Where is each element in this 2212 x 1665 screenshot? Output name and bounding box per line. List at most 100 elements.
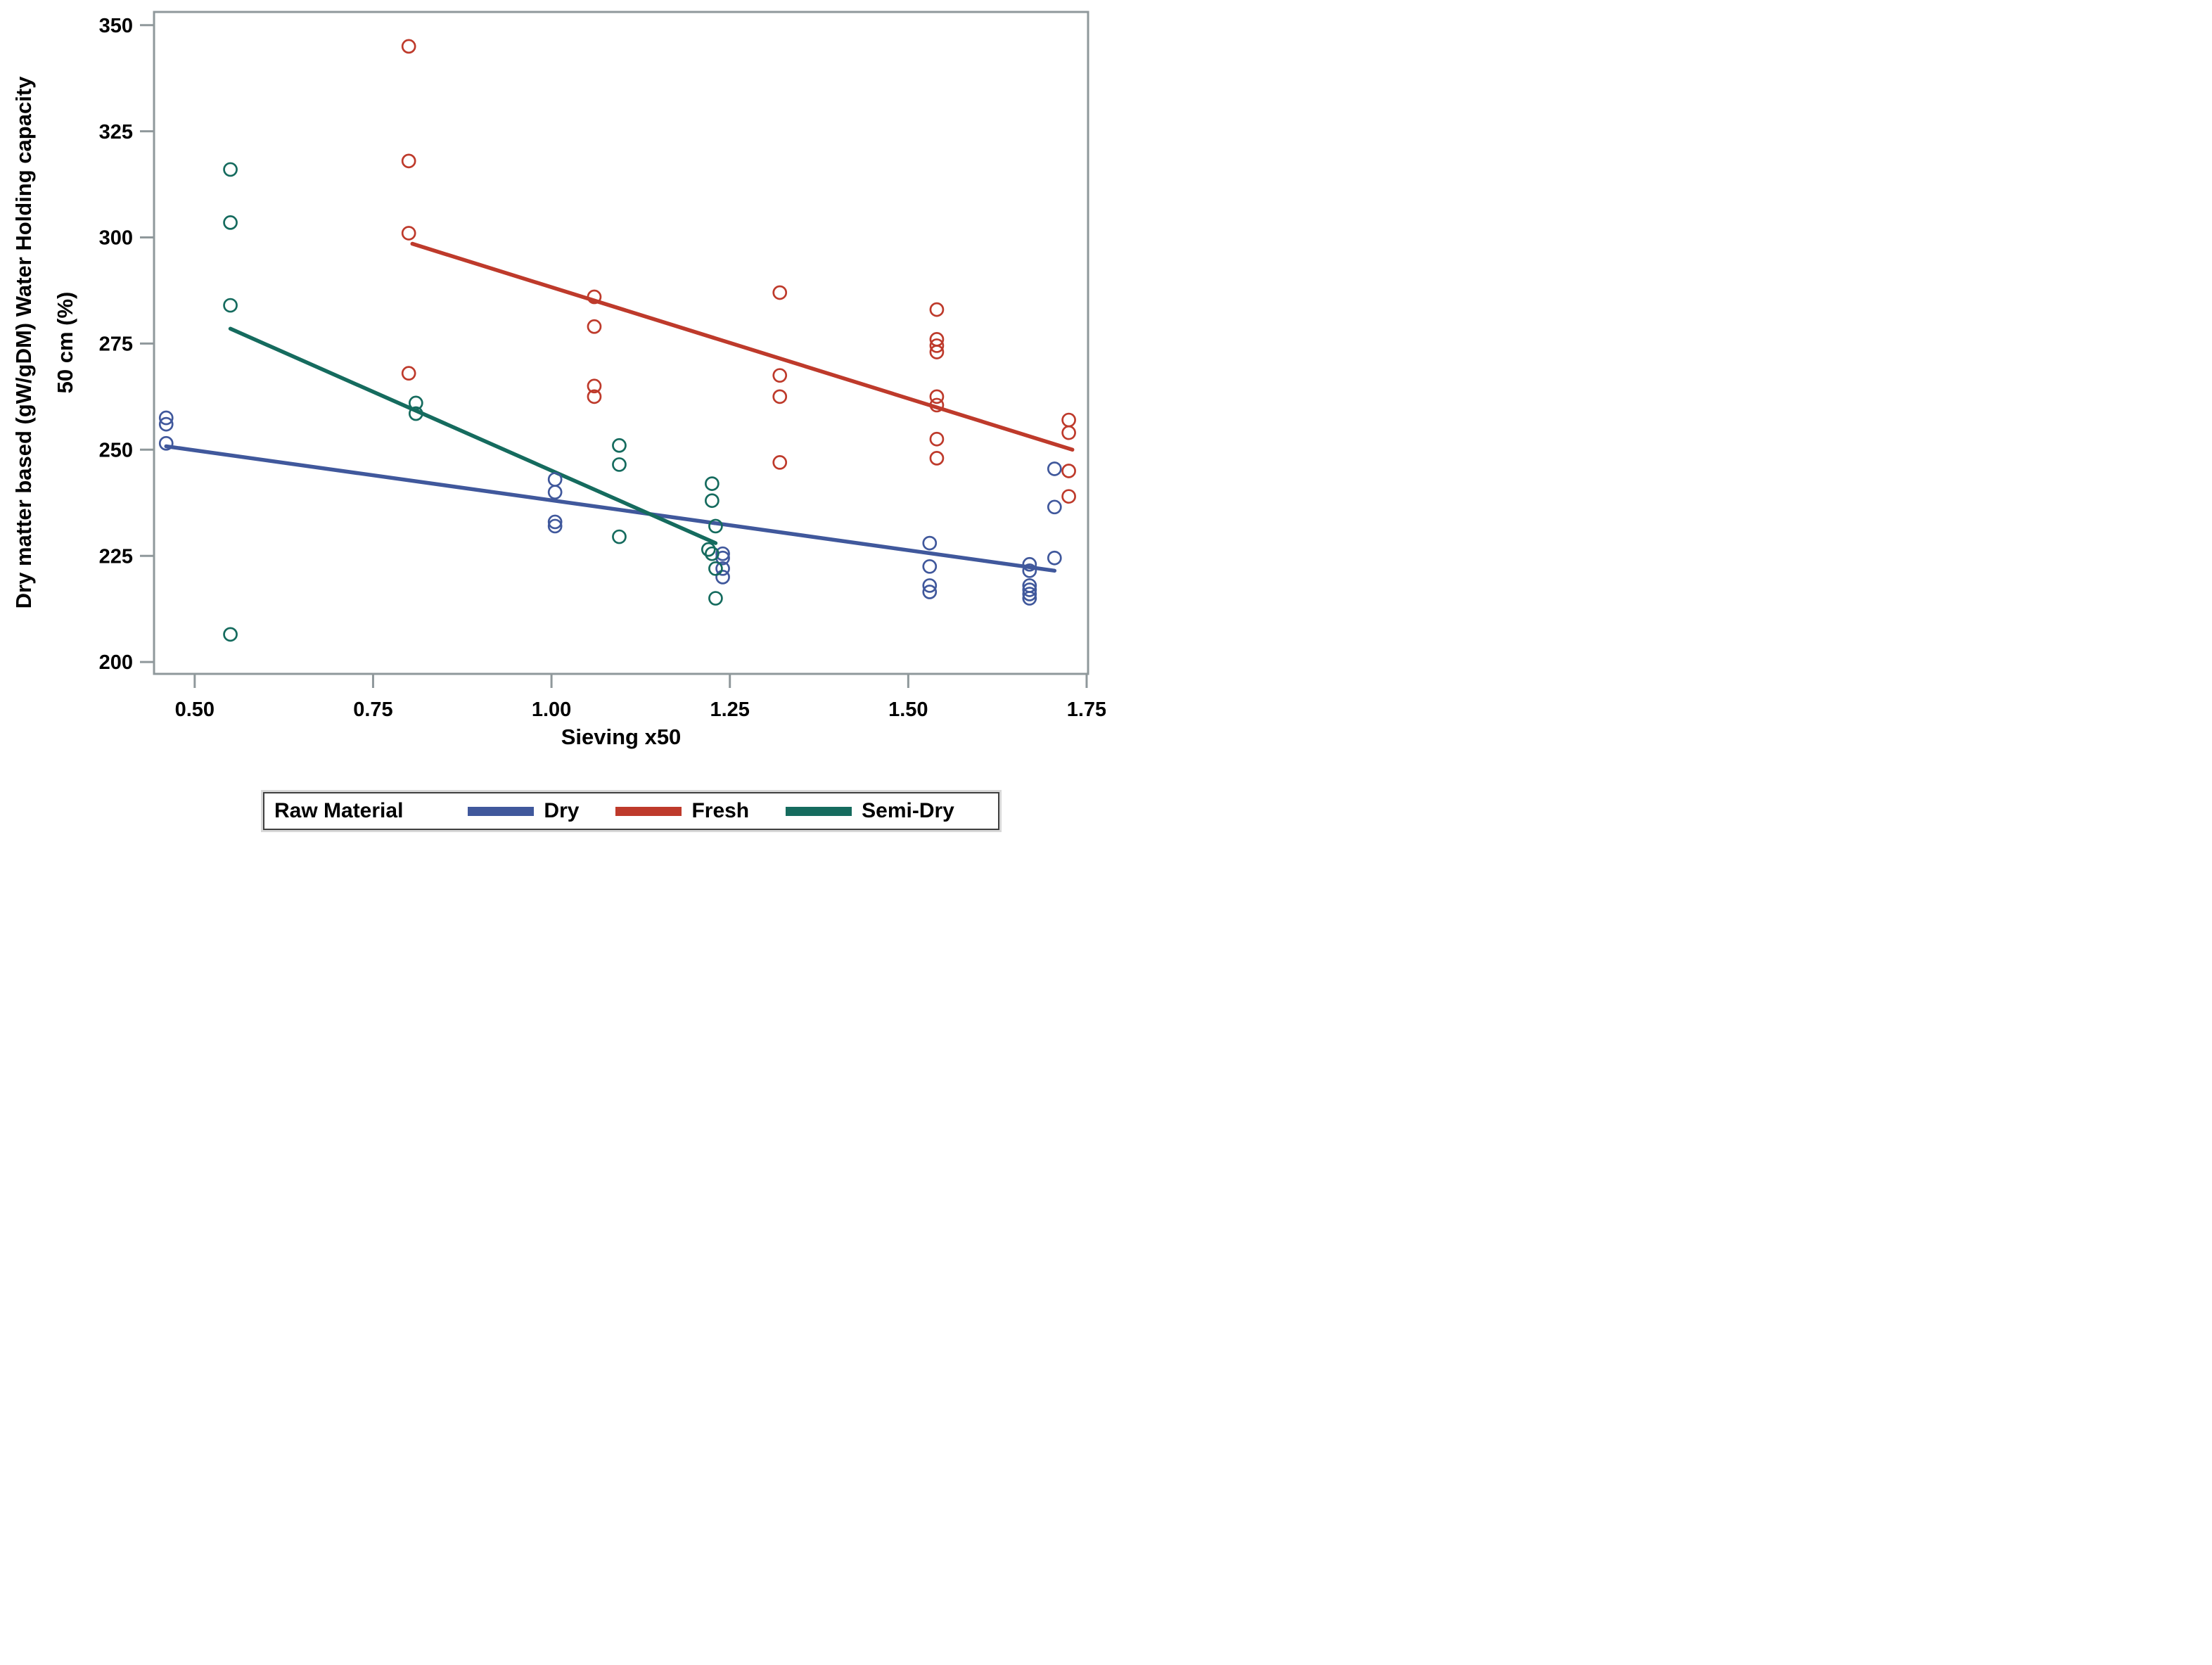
data-point-dry — [922, 578, 938, 593]
data-point-dry — [922, 585, 938, 599]
data-point-dry — [715, 570, 730, 585]
x-tick-label: 1.00 — [532, 698, 571, 721]
x-tick-label: 1.25 — [710, 698, 749, 721]
data-point-semi-dry — [705, 493, 720, 509]
data-point-fresh — [929, 345, 945, 359]
data-point-semi-dry — [701, 542, 716, 557]
legend-swatch-fresh — [615, 806, 682, 816]
data-point-dry — [922, 535, 938, 551]
data-point-dry — [1047, 550, 1062, 566]
legend-item-fresh: Fresh — [615, 799, 749, 823]
legend: Raw Material Dry Fresh Semi-Dry — [261, 790, 1002, 832]
data-point-dry — [1022, 591, 1037, 606]
data-point-semi-dry — [708, 518, 723, 534]
data-point-fresh — [772, 389, 788, 404]
data-point-dry — [1047, 461, 1062, 476]
data-point-fresh — [1061, 425, 1076, 440]
data-point-semi-dry — [408, 406, 423, 421]
data-point-dry — [715, 561, 730, 576]
legend-item-semi-dry: Semi-Dry — [786, 799, 954, 823]
data-point-fresh — [929, 397, 945, 413]
data-point-fresh — [1061, 464, 1076, 478]
y-tick-label: 225 — [99, 545, 133, 568]
data-point-semi-dry — [223, 215, 238, 230]
data-point-semi-dry — [223, 627, 238, 642]
legend-item-dry: Dry — [468, 799, 579, 823]
data-point-fresh — [929, 451, 945, 466]
series-layer — [158, 39, 1076, 642]
data-point-fresh — [929, 389, 945, 404]
data-point-fresh — [929, 338, 945, 353]
x-tick-label: 0.50 — [175, 698, 215, 721]
data-point-semi-dry — [708, 561, 723, 576]
data-point-dry — [547, 514, 563, 530]
data-point-fresh — [587, 389, 602, 404]
trend-line-semi-dry — [228, 326, 718, 545]
data-point-fresh — [772, 285, 788, 300]
data-point-dry — [547, 518, 563, 534]
data-point-semi-dry — [408, 395, 423, 411]
data-point-dry — [1047, 499, 1062, 515]
x-tick-label: 1.75 — [1067, 698, 1106, 721]
data-point-dry — [922, 559, 938, 574]
data-point-semi-dry — [612, 529, 627, 544]
data-point-dry — [715, 546, 730, 561]
y-tick-label: 275 — [99, 333, 133, 356]
data-point-dry — [158, 416, 174, 432]
data-point-fresh — [1061, 489, 1076, 504]
data-point-dry — [1022, 563, 1037, 578]
data-point-semi-dry — [223, 298, 238, 313]
legend-title: Raw Material — [274, 799, 404, 822]
data-point-fresh — [401, 366, 416, 381]
whc-scatter-chart: 200 225 250 275 300 325 350 0.50 0.75 1.00 1.25 1.… — [11, 11, 1106, 749]
data-point-dry — [547, 485, 563, 500]
data-point-semi-dry — [705, 476, 720, 491]
trend-line-dry — [164, 444, 1057, 573]
x-tick-label: 0.75 — [353, 698, 392, 721]
x-axis-ticks: 0.50 0.75 1.00 1.25 1.50 1.75 — [175, 674, 1106, 721]
y-tick-label: 325 — [99, 121, 133, 143]
data-point-dry — [1022, 556, 1037, 572]
data-point-fresh — [1061, 412, 1076, 428]
data-point-fresh — [929, 302, 945, 317]
y-tick-label: 200 — [99, 651, 133, 674]
data-point-fresh — [401, 226, 416, 241]
y-axis-title-line1: Dry matter based (gW/gDM) Water Holding … — [11, 76, 36, 608]
y-tick-label: 350 — [99, 15, 133, 37]
series-semi-dry — [223, 162, 723, 642]
trend-line-fresh — [410, 241, 1075, 452]
legend-label-fresh: Fresh — [691, 799, 750, 822]
data-point-semi-dry — [612, 438, 627, 453]
data-point-fresh — [929, 431, 945, 447]
data-point-fresh — [587, 378, 602, 394]
data-point-dry — [158, 435, 174, 451]
y-axis-ticks: 200 225 250 275 300 325 350 — [99, 15, 154, 674]
legend-swatch-semi-dry — [786, 806, 852, 816]
y-axis-title-line2: 50 cm (%) — [53, 292, 77, 394]
series-dry — [158, 410, 1062, 606]
legend-label-dry: Dry — [544, 799, 580, 822]
legend-label-semi-dry: Semi-Dry — [862, 799, 954, 822]
data-point-fresh — [587, 289, 602, 305]
series-fresh — [401, 39, 1076, 504]
x-tick-label: 1.50 — [888, 698, 928, 721]
data-point-semi-dry — [612, 457, 627, 472]
data-point-dry — [1022, 582, 1037, 597]
figure-canvas: 200 225 250 275 300 325 350 0.50 0.75 1.00 1.25 1.… — [0, 0, 1106, 832]
data-point-dry — [158, 410, 174, 426]
data-point-fresh — [401, 39, 416, 54]
data-point-semi-dry — [223, 162, 238, 177]
y-tick-label: 250 — [99, 439, 133, 461]
data-point-fresh — [772, 455, 788, 470]
data-point-fresh — [772, 368, 788, 383]
y-tick-label: 300 — [99, 227, 133, 250]
plot-border — [153, 11, 1089, 675]
data-point-semi-dry — [708, 591, 723, 606]
data-point-dry — [1022, 587, 1037, 601]
data-point-fresh — [587, 319, 602, 334]
data-point-dry — [547, 472, 563, 487]
x-axis-title: Sieving x50 — [561, 725, 682, 749]
legend-swatch-dry — [468, 806, 535, 816]
data-point-fresh — [401, 153, 416, 169]
data-point-semi-dry — [705, 546, 720, 561]
